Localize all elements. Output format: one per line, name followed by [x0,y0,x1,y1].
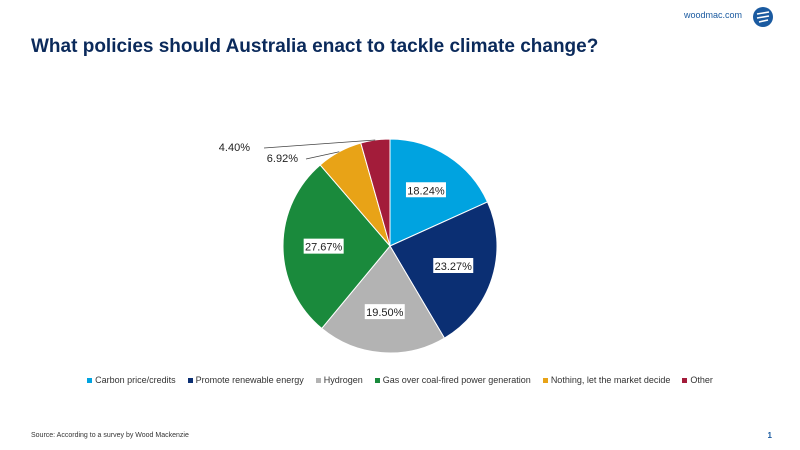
slice-label-hydrogen: 19.50% [364,304,405,320]
pie-slice-hydrogen [321,245,446,354]
source-note: Source: According to a survey by Wood Ma… [31,432,189,439]
svg-text:27.67%: 27.67% [305,242,343,254]
slice-label-other: 4.40% [219,142,250,154]
legend-label: Hydrogen [323,375,363,385]
legend-swatch [87,377,93,383]
legend-item-promote-renewable-energy: Promote renewable energy [187,375,304,385]
slice-label-nothing-let-the-market-decide: 6.92% [267,153,298,165]
leader-line-other [263,139,376,149]
legend-label: Carbon price/credits [95,375,176,385]
brand-text[interactable]: woodmac.com [683,10,742,20]
legend-swatch [542,377,548,383]
legend-swatch [682,377,688,383]
svg-text:23.27%: 23.27% [435,261,473,273]
chart-legend: Carbon price/credits Promote renewable en… [0,375,800,385]
legend-item-nothing-let-the-market-decide: Nothing, let the market decide [542,375,671,385]
legend-item-gas-over-coal-fired-power-generation: Gas over coal-fired power generation [374,375,531,385]
leader-line-nothing-let-the-market-decide [305,151,340,160]
woodmac-logo-icon [753,7,773,27]
slice-label-carbon-price-credits: 18.24% [405,182,446,198]
legend-label: Nothing, let the market decide [550,375,671,385]
legend-label: Other [690,375,713,385]
slice-label-promote-renewable-energy: 23.27% [433,258,474,274]
page-number: 1 [767,431,772,440]
legend-item-carbon-price-credits: Carbon price/credits [87,375,176,385]
legend-item-other: Other [682,375,713,385]
legend-swatch [315,377,321,383]
legend-label: Gas over coal-fired power generation [382,375,531,385]
svg-text:19.50%: 19.50% [366,307,404,319]
legend-swatch [374,377,380,383]
svg-text:18.24%: 18.24% [407,185,445,197]
legend-item-hydrogen: Hydrogen [315,375,363,385]
page-title: What policies should Australia enact to … [31,36,599,57]
slice-label-gas-over-coal-fired-power-generation: 27.67% [303,238,344,254]
legend-swatch [187,377,193,383]
legend-label: Promote renewable energy [195,375,304,385]
